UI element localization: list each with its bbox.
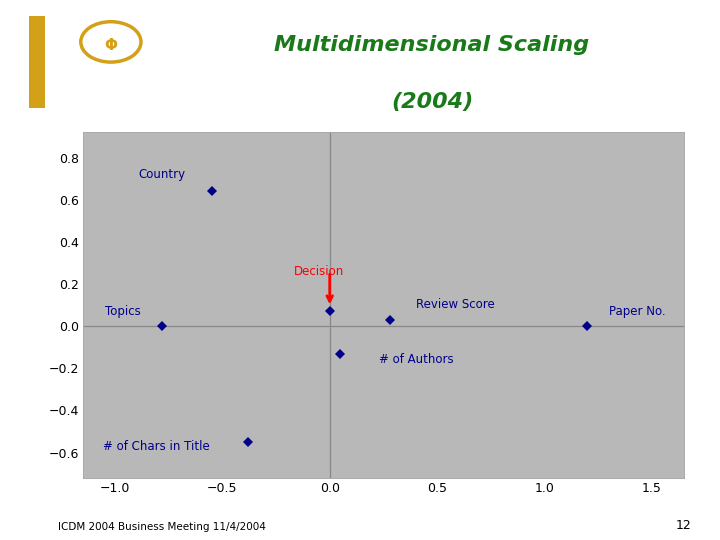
- Text: Decision: Decision: [294, 265, 344, 278]
- Text: Country: Country: [139, 168, 186, 181]
- Text: IEEE: IEEE: [103, 65, 119, 70]
- Text: SOCIETY: SOCIETY: [91, 89, 131, 98]
- Text: Multidimensional Scaling: Multidimensional Scaling: [274, 35, 590, 55]
- Bar: [29, 16, 45, 108]
- Text: # of Authors: # of Authors: [379, 353, 454, 366]
- Text: Paper No.: Paper No.: [609, 305, 665, 318]
- Text: Φ: Φ: [104, 38, 117, 53]
- Text: Topics: Topics: [105, 305, 141, 318]
- Text: # of Chars in Title: # of Chars in Title: [103, 440, 210, 453]
- Text: COMPUTER: COMPUTER: [85, 76, 137, 85]
- Text: 12: 12: [675, 519, 691, 532]
- Text: ICDM 2004 Business Meeting 11/4/2004: ICDM 2004 Business Meeting 11/4/2004: [58, 522, 266, 532]
- Text: Review Score: Review Score: [415, 299, 495, 312]
- Text: (2004): (2004): [391, 91, 473, 112]
